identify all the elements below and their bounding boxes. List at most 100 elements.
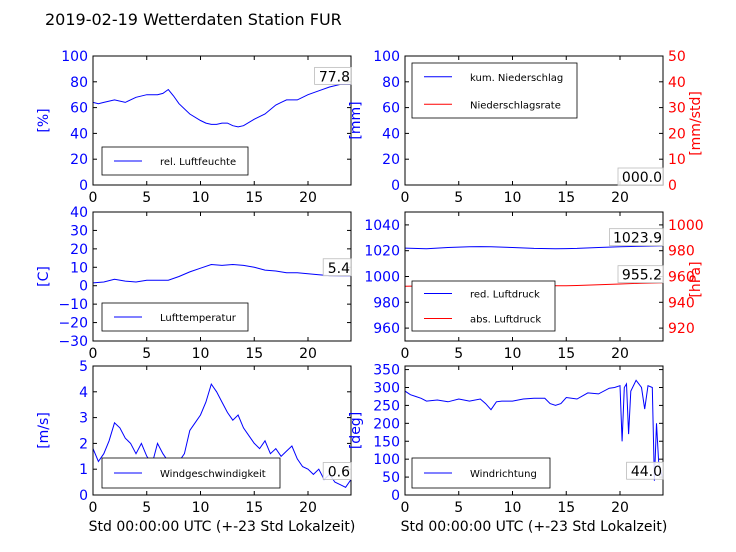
precipitation-ytick-right-label: 20 <box>668 126 686 142</box>
humidity-ytick-label: 100 <box>61 49 88 65</box>
windspeed-ytick-label: 2 <box>79 436 88 452</box>
windspeed-xlabel: Std 00:00:00 UTC (+-23 Std Lokalzeit) <box>89 519 356 535</box>
precipitation-ylabel-right: [mm/std] <box>688 91 704 156</box>
precipitation-xtick-label: 0 <box>401 190 410 206</box>
windspeed-xtick-label: 10 <box>192 500 210 516</box>
pressure-ytick-label: 1020 <box>364 244 400 260</box>
pressure-legend-label: red. Luftdruck <box>470 290 540 301</box>
winddirection-ytick-label: 50 <box>382 470 400 486</box>
precipitation-xtick-label: 10 <box>504 190 522 206</box>
humidity-ytick-label: 0 <box>79 178 88 194</box>
humidity-xtick-label: 20 <box>299 190 317 206</box>
winddirection-xlabel: Std 00:00:00 UTC (+-23 Std Lokalzeit) <box>401 519 668 535</box>
humidity-ylabel: [%] <box>36 108 52 132</box>
temperature-ytick-label: 40 <box>70 205 88 221</box>
winddirection-ytick-label: 350 <box>373 363 400 379</box>
pressure-ytick-right-label: 1000 <box>668 218 704 234</box>
precipitation-ytick-right-label: 50 <box>668 49 686 65</box>
pressure-xtick-label: 10 <box>504 346 522 362</box>
temperature-ytick-label: −10 <box>58 297 88 313</box>
winddirection-ytick-label: 250 <box>373 398 400 414</box>
windspeed-legend-label: Windgeschwindigkeit <box>160 469 266 480</box>
humidity-current-value: 77.8 <box>319 69 350 85</box>
precipitation-legend-label: kum. Niederschlag <box>470 73 563 84</box>
humidity-xtick-label: 5 <box>142 190 151 206</box>
winddirection-ytick-label: 150 <box>373 434 400 450</box>
windspeed-current-value: 0.6 <box>328 465 350 481</box>
winddirection-ytick-label: 100 <box>373 452 400 468</box>
humidity-ytick-label: 40 <box>70 126 88 142</box>
precipitation-ytick-label: 40 <box>382 126 400 142</box>
pressure-current-value-2: 955.2 <box>622 268 662 284</box>
pressure-xtick-label: 20 <box>611 346 629 362</box>
temperature-current-value: 5.4 <box>328 261 350 277</box>
precipitation-legend-label: Niederschlagsrate <box>470 100 561 111</box>
pressure-ytick-label: 960 <box>373 321 400 337</box>
temperature-xtick-label: 5 <box>142 346 151 362</box>
windspeed-xtick-label: 15 <box>245 500 263 516</box>
temperature-xtick-label: 15 <box>245 346 263 362</box>
pressure-ytick-label: 1000 <box>364 270 400 286</box>
winddirection-ytick-label: 200 <box>373 416 400 432</box>
windspeed-ytick-label: 5 <box>79 359 88 375</box>
winddirection-xtick-label: 0 <box>401 500 410 516</box>
windspeed-ytick-label: 1 <box>79 462 88 478</box>
humidity-ytick-label: 20 <box>70 152 88 168</box>
temperature-series-line-0 <box>93 265 351 283</box>
humidity-ytick-label: 80 <box>70 75 88 91</box>
temperature-ytick-label: −20 <box>58 316 88 332</box>
precipitation-ytick-right-label: 30 <box>668 101 686 117</box>
precipitation-ytick-label: 100 <box>373 49 400 65</box>
windspeed-ylabel: [m/s] <box>36 412 52 449</box>
precipitation-xtick-label: 15 <box>557 190 575 206</box>
precipitation-ytick-label: 80 <box>382 75 400 91</box>
temperature-ytick-label: −30 <box>58 334 88 350</box>
precipitation-ytick-label: 0 <box>391 178 400 194</box>
precipitation-ylabel: [mm] <box>348 101 364 139</box>
precipitation-ytick-label: 60 <box>382 101 400 117</box>
precipitation-xtick-label: 5 <box>454 190 463 206</box>
precipitation-ytick-label: 20 <box>382 152 400 168</box>
temperature-ytick-label: 0 <box>79 279 88 295</box>
pressure-ytick-right-label: 980 <box>668 244 695 260</box>
pressure-ytick-label: 980 <box>373 295 400 311</box>
humidity-series-line-0 <box>93 84 351 127</box>
humidity-xtick-label: 10 <box>192 190 210 206</box>
precipitation-xtick-label: 20 <box>611 190 629 206</box>
winddirection-ytick-label: 0 <box>391 488 400 504</box>
windspeed-ytick-label: 3 <box>79 411 88 427</box>
winddirection-xtick-label: 20 <box>611 500 629 516</box>
pressure-ytick-right-label: 920 <box>668 321 695 337</box>
windspeed-ytick-label: 0 <box>79 488 88 504</box>
winddirection-xtick-label: 5 <box>454 500 463 516</box>
pressure-ylabel-right: [hPa] <box>688 261 704 297</box>
pressure-legend-label: abs. Luftdruck <box>470 315 541 326</box>
precipitation-current-value: 000.0 <box>622 170 662 186</box>
temperature-ytick-label: 30 <box>70 223 88 239</box>
winddirection-legend-label: Windrichtung <box>470 469 537 480</box>
windspeed-xtick-label: 0 <box>89 500 98 516</box>
temperature-xtick-label: 10 <box>192 346 210 362</box>
humidity-ytick-label: 60 <box>70 101 88 117</box>
pressure-current-value: 1023.9 <box>613 231 662 247</box>
temperature-xtick-label: 0 <box>89 346 98 362</box>
precipitation-ytick-right-label: 40 <box>668 75 686 91</box>
temperature-ytick-label: 10 <box>70 260 88 276</box>
winddirection-ylabel: [deg] <box>348 412 364 449</box>
windspeed-ytick-label: 4 <box>79 385 88 401</box>
winddirection-current-value: 44.0 <box>631 464 662 480</box>
temperature-ylabel: [C] <box>36 266 52 287</box>
temperature-legend-label: Lufttemperatur <box>160 313 237 324</box>
windspeed-xtick-label: 20 <box>299 500 317 516</box>
humidity-legend-label: rel. Luftfeuchte <box>160 157 236 168</box>
pressure-xtick-label: 5 <box>454 346 463 362</box>
humidity-xtick-label: 15 <box>245 190 263 206</box>
temperature-xtick-label: 20 <box>299 346 317 362</box>
pressure-ytick-label: 1040 <box>364 218 400 234</box>
pressure-xtick-label: 15 <box>557 346 575 362</box>
winddirection-xtick-label: 10 <box>504 500 522 516</box>
winddirection-xtick-label: 15 <box>557 500 575 516</box>
humidity-xtick-label: 0 <box>89 190 98 206</box>
precipitation-ytick-right-label: 10 <box>668 152 686 168</box>
